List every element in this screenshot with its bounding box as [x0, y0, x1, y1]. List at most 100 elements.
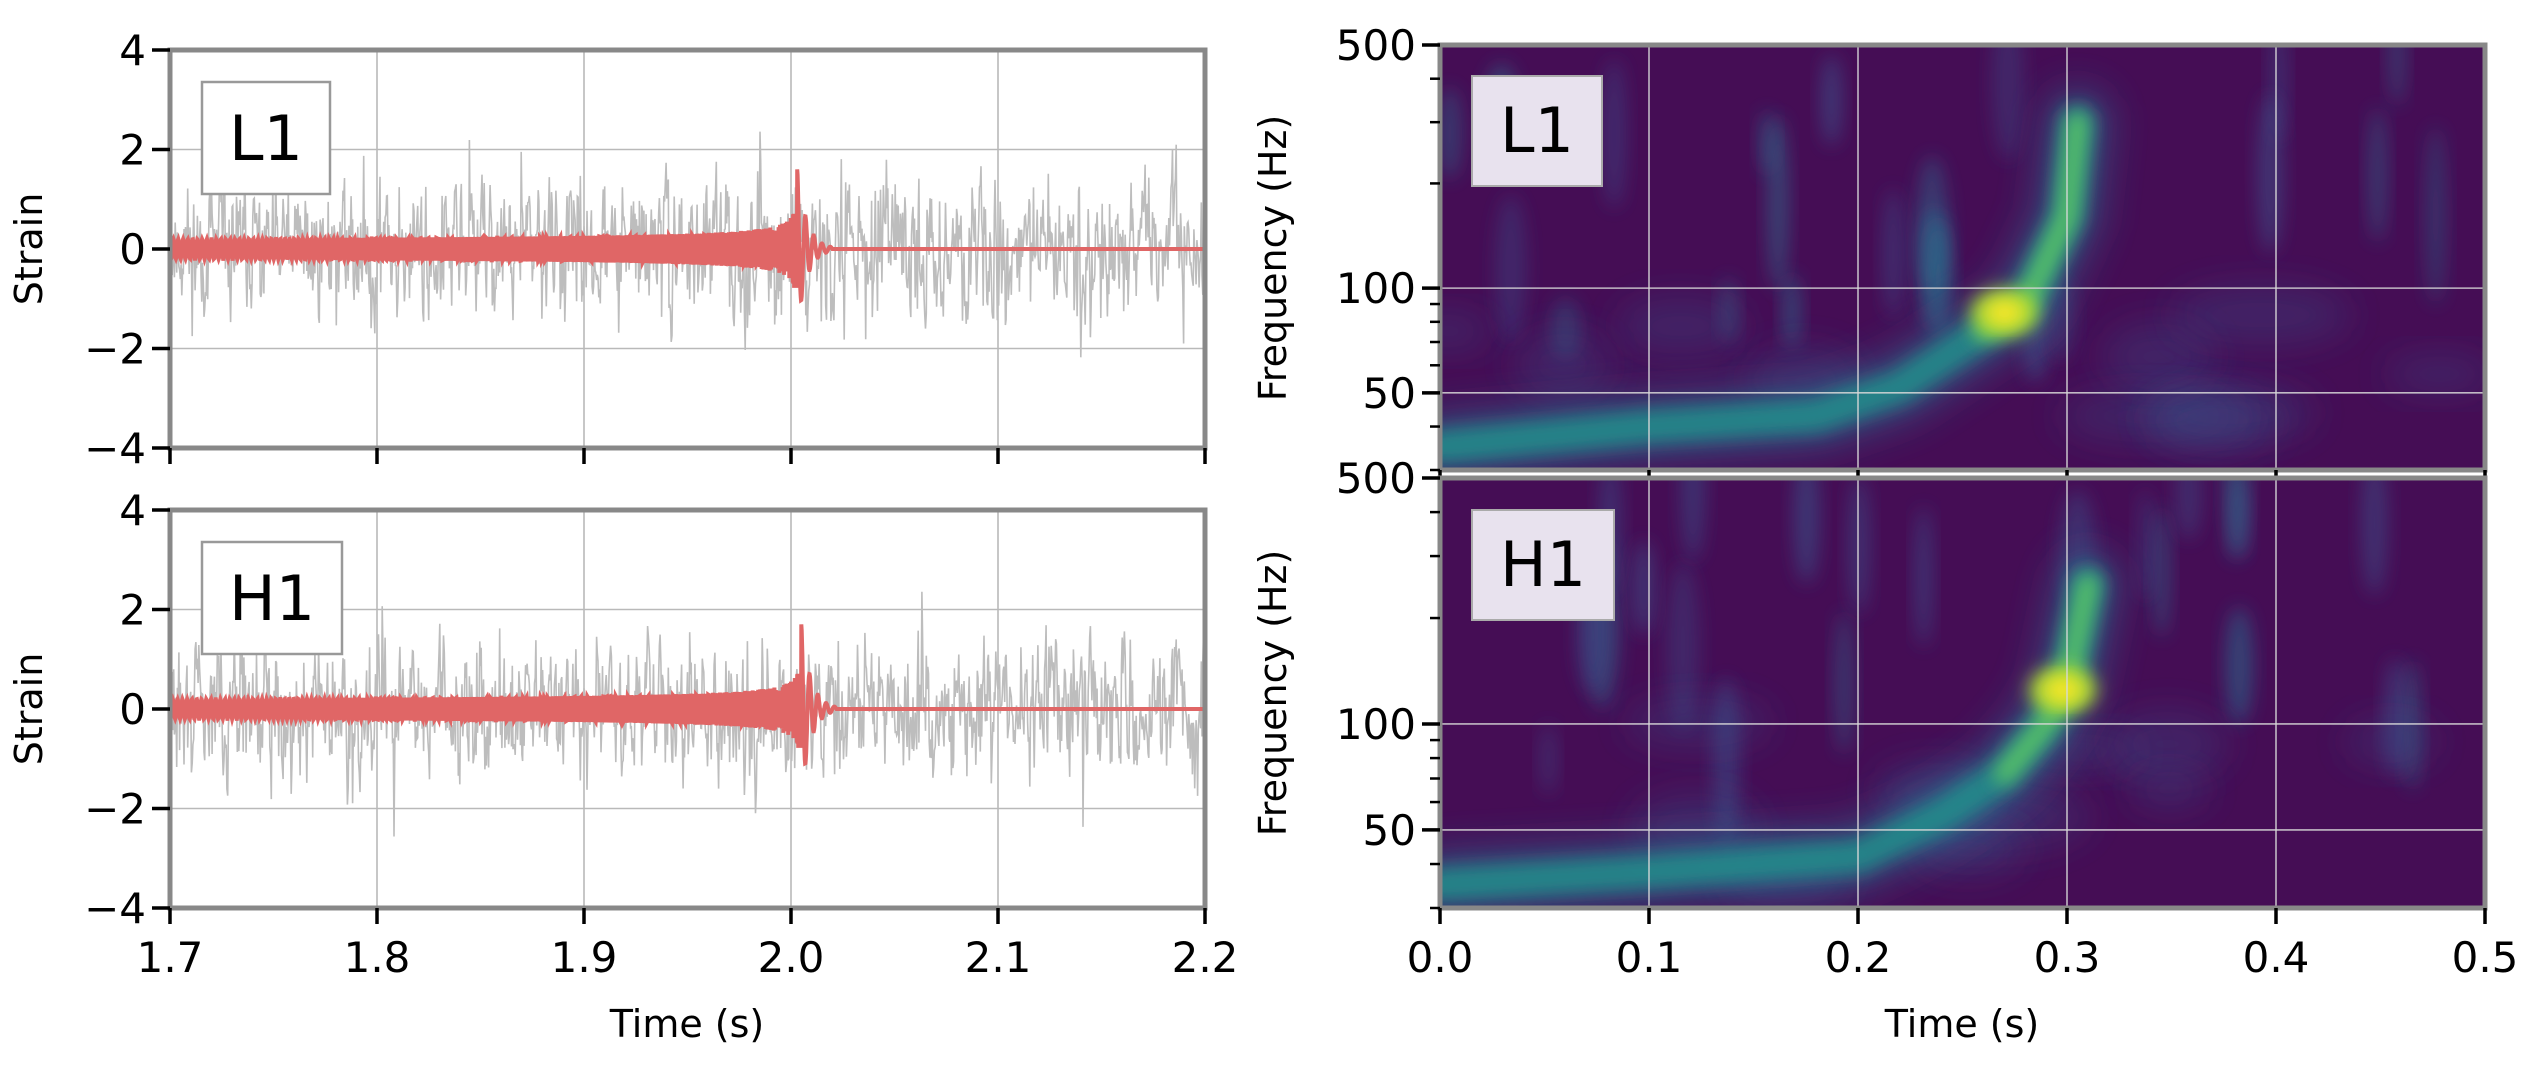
y-tick-label: 0 — [119, 225, 146, 274]
spectrogram-noise-blob — [2345, 718, 2437, 765]
strain-panel-l1: 4 2 0 −2 −4 L1 Strain — [7, 26, 1208, 473]
y-tick-label: 50 — [1363, 369, 1416, 418]
x-tick-label: 2.2 — [1172, 933, 1239, 982]
y-tick-label: −4 — [84, 424, 146, 473]
spectrogram-noise-blob — [1514, 332, 1611, 398]
y-ticks: 500 100 50 — [1336, 21, 1440, 472]
spectrogram-noise-blob — [2224, 478, 2249, 561]
spectrogram-noise-blob — [2225, 606, 2254, 725]
noise-trace — [170, 131, 1205, 358]
chirp-peak — [2044, 677, 2081, 702]
x-axis-title: Time (s) — [609, 1002, 765, 1046]
x-tick-label: 0.4 — [2243, 933, 2310, 982]
spectrogram-noise-blob — [1782, 274, 1802, 350]
spectrogram-noise-blob — [1848, 478, 1870, 614]
spectrogram-noise-blob — [1834, 611, 1854, 755]
panel-label-box — [200, 540, 344, 656]
y-axis-title: Strain — [7, 653, 51, 766]
spectrogram-noise-blob — [2361, 478, 2388, 596]
y-tick-label: 500 — [1336, 21, 1416, 70]
y-axis-title: Frequency (Hz) — [1251, 115, 1295, 402]
spectrogram-noise-blob — [1914, 506, 1933, 647]
spectrogram-noise-blob — [1616, 297, 1746, 355]
spectrogram-noise-blob — [1632, 540, 1655, 636]
y-tick-label: 2 — [119, 126, 146, 175]
spectrogram-noise-blob — [2170, 285, 2352, 345]
y-axis-title: Frequency (Hz) — [1251, 550, 1295, 837]
y-tick-label: −2 — [84, 785, 146, 834]
x-axis-title: Time (s) — [1884, 1002, 2040, 1046]
x-tick-label: 0.5 — [2452, 933, 2519, 982]
spectrogram-noise-blob — [2129, 769, 2210, 808]
x-tick-label: 1.9 — [551, 933, 618, 982]
x-tick-label: 0.1 — [1616, 933, 1683, 982]
panel-label-text: L1 — [229, 102, 303, 175]
spectrogram-noise-blob — [2137, 488, 2154, 602]
spectrogram-noise-blob — [2388, 45, 2406, 106]
x-tick-label: 2.1 — [965, 933, 1032, 982]
spectrogram-noise-blob — [1440, 87, 1463, 180]
panel-label-box — [1471, 75, 1603, 187]
y-tick-label: 100 — [1336, 700, 1416, 749]
y-tick-label: 0 — [119, 685, 146, 734]
spectrogram-noise-blob — [1440, 312, 1492, 350]
x-tick-label: 1.7 — [137, 933, 204, 982]
spectrogram-noise-blob — [1602, 59, 1626, 209]
template-waveform — [170, 169, 1205, 304]
spectrogram-noise-blob — [1925, 220, 1951, 336]
panel-label-box — [200, 80, 332, 196]
panel-label: H1 — [200, 540, 344, 656]
x-ticks: 0.0 0.1 0.2 0.3 0.4 0.5 — [1407, 908, 2519, 982]
spectrogram-panel-l1: 500 100 50 L1 Frequency (Hz) — [1251, 21, 2488, 486]
chirp-peak — [1986, 300, 2023, 325]
x-tick-label: 0.2 — [1825, 933, 1892, 982]
y-tick-label: 2 — [119, 586, 146, 635]
panel-label: H1 — [1471, 509, 1615, 621]
strain-panel-h1: 4 2 0 −2 −4 1.7 1.8 1.9 2.0 2.1 2.2 H1 Strain Tim… — [7, 486, 1238, 1046]
panel-label: L1 — [200, 80, 332, 196]
panel-label: L1 — [1471, 75, 1603, 187]
spectrogram-noise-blob — [2102, 322, 2215, 392]
y-tick-label: 4 — [119, 486, 146, 535]
x-ticks — [168, 448, 1207, 464]
panel-label-text: H1 — [1500, 528, 1586, 601]
y-tick-label: 4 — [119, 26, 146, 75]
spectrogram-noise-blob — [2107, 710, 2228, 778]
x-tick-label: 1.8 — [344, 933, 411, 982]
x-tick-label: 0.3 — [2034, 933, 2101, 982]
spectrogram-noise-blob — [2145, 390, 2278, 453]
spectrogram-noise-blob — [1624, 697, 1772, 748]
spectrogram-noise-blob — [1540, 723, 1557, 795]
spectrogram-noise-blob — [1793, 478, 1820, 584]
template-waveform — [170, 624, 1205, 767]
spectrogram-noise-blob — [2424, 126, 2447, 305]
spectrogram-track — [1440, 87, 2113, 470]
y-tick-label: −2 — [84, 325, 146, 374]
y-tick-label: −4 — [84, 884, 146, 933]
grid — [1440, 478, 2485, 908]
x-tick-label: 2.0 — [758, 933, 825, 982]
spectrogram-noise-blob — [1991, 45, 2024, 161]
spectrogram-noise-blob — [2368, 107, 2387, 243]
spectrogram-noise-blob — [1680, 478, 1706, 562]
x-ticks: 1.7 1.8 1.9 2.0 2.1 2.2 — [137, 908, 1239, 982]
grid — [1440, 45, 2485, 470]
plot-frame — [1437, 475, 2488, 911]
y-tick-label: 500 — [1336, 454, 1416, 503]
panel-label-text: L1 — [1500, 94, 1574, 167]
spectrogram-noise-blob — [2384, 355, 2485, 393]
spectrogram-noise-blob — [1820, 54, 1842, 146]
spectrogram-panel-h1: 500 100 50 0.0 0.1 0.2 0.3 0.4 0.5 H1 Frequency… — [1251, 454, 2519, 1046]
panel-label-text: H1 — [229, 562, 315, 635]
plot-frame — [1437, 42, 2488, 473]
y-tick-label: 50 — [1363, 806, 1416, 855]
spectrogram-noise-blob — [1666, 562, 1700, 731]
spectrogram-noise-blob — [2257, 94, 2284, 254]
panel-label-box — [1471, 509, 1615, 621]
y-tick-label: 100 — [1336, 264, 1416, 313]
y-ticks: 4 2 0 −2 −4 — [84, 486, 170, 933]
y-ticks: 4 2 0 −2 −4 — [84, 26, 170, 473]
spectrogram-noise-blob — [1767, 116, 1789, 291]
x-tick-label: 0.0 — [1407, 933, 1474, 982]
